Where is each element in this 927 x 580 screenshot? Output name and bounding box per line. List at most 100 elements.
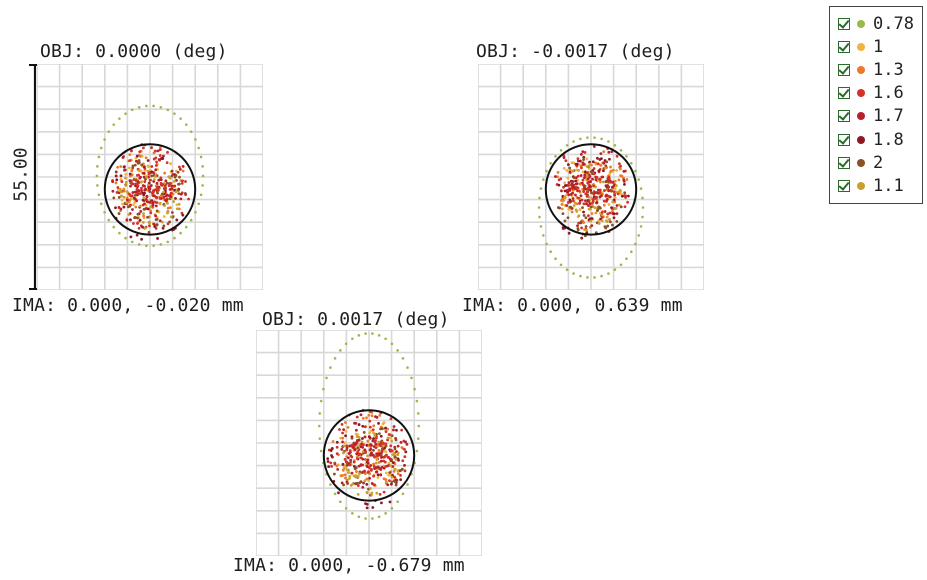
legend-item[interactable]: 1.3 — [838, 58, 922, 81]
checkbox-icon[interactable] — [838, 87, 850, 100]
checkbox-icon[interactable] — [838, 156, 850, 169]
spot-point — [375, 470, 379, 474]
spot-point — [340, 481, 344, 485]
spot-point — [406, 483, 409, 486]
spot-point — [145, 200, 149, 204]
spot-point — [373, 467, 376, 471]
spot-point — [403, 455, 407, 459]
spot-point — [369, 453, 373, 457]
spot-point — [142, 146, 145, 150]
spot-point — [164, 194, 168, 198]
spot-point — [599, 180, 602, 184]
spot-point — [117, 212, 121, 215]
spot-diagram-3-plot — [256, 330, 482, 556]
spot-point — [388, 473, 392, 477]
checkbox-icon[interactable] — [838, 133, 850, 146]
spot-point — [123, 168, 127, 172]
spot-point — [615, 168, 618, 172]
legend-item[interactable]: 2 — [838, 151, 922, 174]
spot-point — [641, 215, 644, 219]
spot-point — [554, 175, 557, 178]
spot-point — [607, 189, 611, 193]
legend-item[interactable]: 1 — [838, 35, 922, 58]
spot-point — [146, 164, 150, 168]
spot-point — [371, 428, 375, 432]
checkbox-icon[interactable] — [838, 63, 850, 76]
spot-point — [634, 242, 637, 246]
spot-point — [379, 434, 383, 438]
spot-point — [166, 150, 169, 154]
checkbox-icon[interactable] — [838, 179, 850, 192]
checkbox-icon[interactable] — [838, 110, 850, 123]
spot-point — [128, 159, 132, 162]
spot-point — [613, 179, 617, 183]
spot-point — [413, 387, 416, 391]
spot-point — [597, 222, 601, 225]
spot-point — [124, 180, 128, 184]
spot-point — [201, 174, 205, 178]
spot-point — [394, 457, 398, 461]
spot-point — [350, 471, 354, 475]
spot-point — [384, 512, 387, 515]
legend-item[interactable]: 1.7 — [838, 105, 922, 128]
spot-point — [377, 334, 381, 337]
spot-point — [556, 206, 560, 209]
spot-point — [400, 446, 404, 449]
spot-point — [586, 276, 589, 279]
spot-point — [135, 173, 139, 177]
spot-point — [369, 443, 372, 446]
spot-point — [607, 140, 610, 143]
spot-point — [596, 191, 600, 195]
spot-point — [578, 202, 581, 205]
spot-point — [365, 483, 369, 486]
spot-point — [358, 472, 361, 476]
spot-point — [560, 207, 564, 211]
legend-item[interactable]: 0.78 — [838, 12, 922, 35]
spot-point — [139, 209, 143, 213]
spot-point — [158, 201, 162, 205]
spot-point — [357, 423, 361, 426]
spot-point — [617, 190, 621, 194]
spot-point — [201, 184, 204, 187]
checkbox-icon[interactable] — [838, 17, 850, 30]
legend-item[interactable]: 1.6 — [838, 82, 922, 105]
spot-point — [589, 170, 593, 174]
spot-point — [366, 454, 369, 458]
spot-point — [151, 203, 155, 207]
spot-point — [608, 211, 612, 215]
spot-point — [149, 184, 153, 187]
spot-point — [112, 196, 116, 200]
spot-point — [125, 196, 129, 200]
spot-point — [623, 182, 626, 186]
spot-point — [147, 230, 151, 234]
spot-point — [173, 179, 176, 183]
spot-point — [611, 200, 615, 204]
spot-point — [143, 202, 146, 206]
spot-point — [384, 481, 388, 485]
spot-point — [156, 188, 160, 192]
legend-item[interactable]: 1.1 — [838, 174, 922, 197]
spot-point — [155, 209, 159, 213]
legend-item[interactable]: 1.8 — [838, 128, 922, 151]
spot-point — [97, 155, 101, 159]
spot-point — [133, 215, 137, 219]
spot-point — [588, 162, 592, 166]
spot-point — [583, 170, 587, 174]
spot-point — [366, 458, 370, 462]
spot-point — [333, 461, 337, 465]
checkbox-icon[interactable] — [838, 40, 850, 53]
spot-diagram-1-plot — [37, 64, 263, 290]
spot-point — [125, 190, 129, 193]
spot-point — [344, 429, 348, 433]
spot-point — [343, 444, 346, 448]
spot-point — [594, 211, 598, 215]
spot-point — [137, 168, 141, 172]
spot-point — [342, 467, 346, 470]
spot-point — [103, 138, 106, 141]
spot-point — [119, 174, 123, 178]
spot-point — [179, 231, 182, 235]
spot-point — [556, 170, 560, 174]
spot-point — [359, 456, 363, 460]
spot-point — [384, 426, 387, 430]
spot-point — [380, 450, 384, 454]
